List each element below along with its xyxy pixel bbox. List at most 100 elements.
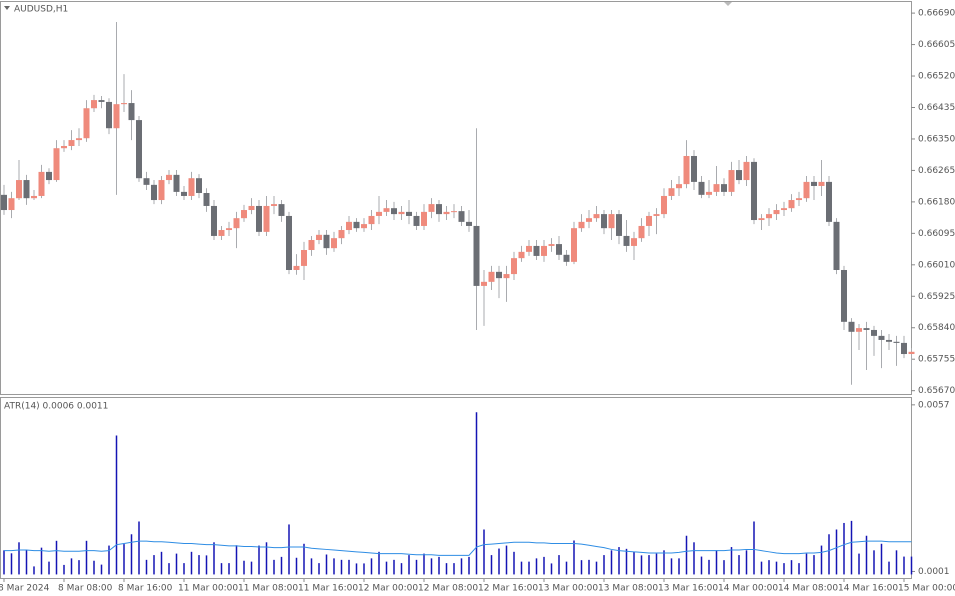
x-tick-label: 8 Mar 16:00	[118, 584, 173, 594]
candle-body	[803, 181, 810, 199]
candle-body	[481, 281, 487, 286]
candle-body	[826, 181, 832, 222]
candle-body	[818, 181, 825, 186]
candle-body	[473, 225, 480, 286]
candle-body	[316, 234, 322, 241]
candle-body	[376, 211, 382, 216]
candle-body	[361, 224, 367, 229]
candle-body	[128, 103, 135, 121]
candle-body	[211, 205, 217, 236]
candle-body	[61, 145, 67, 149]
atr-panel-frame	[0, 397, 912, 579]
candle-body	[773, 210, 780, 215]
candle-body	[691, 155, 697, 182]
candle-body	[31, 195, 37, 199]
candle-body	[736, 170, 742, 181]
x-tick-label: 13 Mar 00:00	[538, 584, 598, 594]
candle-body	[743, 161, 750, 181]
candle-body	[781, 208, 787, 211]
candle-body	[878, 335, 885, 340]
candle-body	[278, 204, 285, 216]
candle-body	[218, 230, 225, 236]
candle-body	[901, 342, 907, 355]
candle-body	[301, 250, 307, 266]
candle-body	[53, 148, 60, 181]
candle-body	[788, 200, 795, 209]
candle-body	[23, 180, 30, 199]
candle-body	[413, 215, 420, 226]
candle-body	[91, 100, 97, 109]
y-tick-label: 0.66435	[918, 103, 955, 113]
candle-body	[841, 269, 847, 322]
y-tick-label: 0.65925	[918, 292, 955, 302]
candle-body	[136, 120, 142, 179]
candle-body	[586, 218, 592, 222]
candle-body	[8, 198, 15, 211]
candle-body	[661, 195, 667, 215]
candle-body	[323, 234, 330, 249]
x-tick-label: 14 Mar 00:00	[718, 584, 778, 594]
candle-body	[571, 228, 577, 262]
candle-body	[436, 204, 442, 215]
candle-body	[458, 211, 465, 222]
x-tick-label: 12 Mar 00:00	[358, 584, 418, 594]
menu-icon[interactable]	[4, 6, 10, 10]
x-tick-label: 14 Mar 08:00	[778, 584, 838, 594]
shift-marker	[724, 2, 732, 6]
candle-body	[833, 221, 840, 270]
x-tick-label: 11 Mar 00:00	[178, 584, 238, 594]
candle-body	[286, 215, 292, 270]
candle-body	[68, 140, 75, 146]
candle-body	[908, 351, 915, 355]
candle-body	[256, 205, 262, 232]
candle-body	[248, 205, 255, 211]
candle-body	[556, 244, 562, 255]
x-tick-label: 12 Mar 16:00	[478, 584, 538, 594]
candle-body	[143, 178, 150, 185]
candle-body	[601, 214, 607, 229]
y-tick-label: 0.0001	[918, 567, 950, 577]
candle-body	[526, 245, 532, 252]
candle-body	[151, 184, 157, 201]
y-tick-label: 0.65755	[918, 355, 955, 365]
candle-body	[443, 211, 450, 215]
candle-body	[488, 271, 495, 282]
candle-body	[886, 339, 892, 342]
candle-body	[83, 108, 90, 139]
candle-body	[511, 258, 517, 275]
y-tick-label: 0.65840	[918, 323, 955, 333]
x-tick-label: 11 Mar 08:00	[238, 584, 298, 594]
candle-body	[293, 265, 300, 270]
candle-body	[518, 251, 525, 259]
candle-body	[338, 230, 345, 239]
candle-body	[728, 170, 735, 192]
candle-body	[503, 274, 510, 279]
y-tick-label: 0.66095	[918, 229, 955, 239]
candle-body	[16, 180, 22, 199]
candle-body	[76, 138, 82, 141]
candle-body	[541, 245, 547, 256]
candle-body	[263, 205, 270, 232]
candle-body	[721, 184, 727, 192]
candle-body	[158, 180, 165, 201]
candle-body	[113, 104, 120, 129]
candle-body	[398, 211, 405, 215]
candle-body	[1, 194, 7, 211]
candle-body	[631, 238, 637, 246]
candle-body	[683, 155, 690, 185]
candle-body	[406, 211, 412, 216]
indicator-title: ATR(14) 0.0006 0.0011	[4, 402, 108, 412]
candle-body	[713, 184, 720, 192]
candle-body	[241, 210, 247, 219]
x-tick-label: 13 Mar 08:00	[598, 584, 658, 594]
candle-body	[638, 225, 645, 239]
x-tick-label: 8 Mar 2024	[0, 584, 50, 594]
y-tick-label: 0.66265	[918, 166, 955, 176]
candle-body	[166, 174, 172, 181]
candle-body	[271, 204, 277, 206]
candle-body	[698, 181, 705, 195]
candle-body	[811, 181, 817, 186]
x-tick-label: 12 Mar 08:00	[418, 584, 478, 594]
y-tick-label: 0.66180	[918, 197, 955, 207]
